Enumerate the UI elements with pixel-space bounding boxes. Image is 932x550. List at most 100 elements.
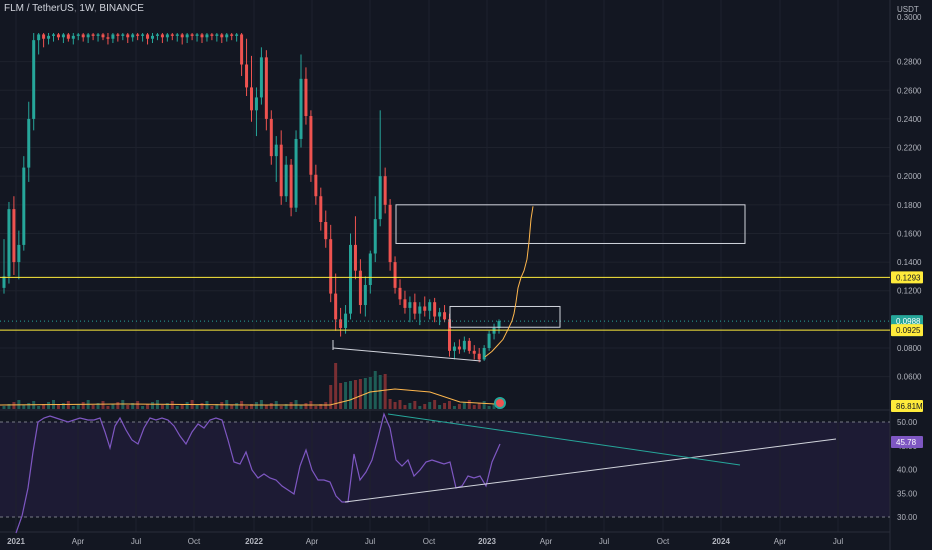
candle-body bbox=[27, 118, 31, 168]
price-level-tag bbox=[891, 271, 923, 284]
rsi-tick-label: 50.00 bbox=[897, 418, 918, 427]
time-tick-label: 2024 bbox=[712, 537, 730, 546]
volume-bar bbox=[448, 401, 451, 409]
candle-body bbox=[284, 164, 288, 197]
candle-body bbox=[195, 34, 199, 36]
candle-body bbox=[230, 34, 234, 36]
candlestick-series bbox=[2, 33, 501, 363]
candle-body bbox=[96, 34, 100, 36]
candle-body bbox=[66, 34, 70, 39]
volume-bar bbox=[368, 377, 372, 409]
candle-body bbox=[457, 346, 461, 350]
supply-zone-rectangle[interactable] bbox=[395, 204, 746, 244]
candle-body bbox=[329, 239, 333, 294]
candle-body bbox=[190, 34, 194, 36]
volume-bar bbox=[329, 385, 333, 409]
time-tick-label: Jul bbox=[131, 537, 141, 546]
candle-body bbox=[81, 34, 85, 38]
candle-body bbox=[210, 34, 214, 36]
candle-body bbox=[443, 312, 447, 320]
candle-body bbox=[408, 302, 412, 308]
candle-body bbox=[438, 312, 442, 317]
candle-body bbox=[146, 34, 150, 39]
support-trendline[interactable] bbox=[332, 347, 482, 362]
time-tick-label: Oct bbox=[423, 537, 436, 546]
legend-interval: 1W bbox=[79, 3, 94, 14]
time-tick-label: Apr bbox=[72, 537, 85, 546]
rsi-resistance-trendline[interactable] bbox=[387, 413, 741, 466]
volume-bar bbox=[220, 402, 224, 409]
volume-bar bbox=[344, 382, 348, 409]
candle-body bbox=[388, 204, 392, 263]
candle-body bbox=[418, 306, 422, 314]
volume-bar bbox=[175, 406, 179, 409]
rsi-tick-label: 30.00 bbox=[897, 513, 918, 522]
candle-body bbox=[165, 34, 169, 38]
time-axis[interactable]: 2021 Apr Jul Oct 2022 Apr Jul Oct 2023 Apr Jul Oct 2… bbox=[7, 537, 843, 546]
time-tick-label: Jul bbox=[365, 537, 375, 546]
alert-marker[interactable] bbox=[494, 397, 506, 409]
time-tick-label: Jul bbox=[833, 537, 843, 546]
projection-path[interactable] bbox=[484, 206, 534, 358]
volume-bar bbox=[146, 404, 150, 409]
volume-bar bbox=[185, 402, 189, 409]
volume-bar bbox=[388, 399, 392, 409]
candle-body bbox=[71, 35, 75, 39]
volume-ma-line bbox=[0, 388, 496, 406]
volume-bar bbox=[136, 401, 140, 409]
price-tick-label: 0.1200 bbox=[897, 287, 922, 296]
rsi-value-tag bbox=[891, 436, 923, 449]
candle-body bbox=[472, 350, 476, 354]
volume-bar bbox=[215, 404, 219, 409]
candle-body bbox=[477, 353, 481, 360]
price-axis[interactable]: 0.3000 0.2800 0.2600 0.2400 0.2200 0.2000 0.18… bbox=[897, 13, 922, 382]
candle-body bbox=[7, 209, 11, 277]
rsi-band-background bbox=[0, 422, 890, 517]
price-tick-label: 0.1600 bbox=[897, 229, 922, 238]
volume-bar bbox=[141, 406, 145, 409]
rsi-support-trendline[interactable] bbox=[344, 438, 837, 503]
candle-body bbox=[452, 346, 456, 351]
volume-bar bbox=[180, 404, 184, 409]
volume-bar bbox=[349, 381, 352, 409]
volume-bar bbox=[111, 404, 115, 409]
price-level-tag-text: 0.1293 bbox=[896, 273, 921, 282]
time-tick-label: 2023 bbox=[478, 537, 496, 546]
candle-body bbox=[403, 299, 407, 308]
candle-body bbox=[170, 34, 174, 36]
candle-body bbox=[220, 34, 224, 38]
candle-body bbox=[126, 34, 130, 38]
drawings[interactable] bbox=[0, 204, 890, 362]
volume-bar bbox=[160, 405, 164, 409]
volume-bar bbox=[245, 406, 249, 409]
volume-bar bbox=[373, 371, 377, 409]
volume-bar bbox=[492, 404, 496, 409]
rsi-tick-label: 35.00 bbox=[897, 489, 918, 498]
volume-bar bbox=[76, 404, 80, 409]
candle-body bbox=[294, 138, 298, 208]
candle-body bbox=[22, 167, 26, 245]
candle-body bbox=[413, 302, 417, 314]
supply-zone-rectangle[interactable] bbox=[449, 305, 561, 328]
price-tick-label: 0.2800 bbox=[897, 58, 922, 67]
volume-bar bbox=[56, 405, 60, 409]
volume-bar bbox=[304, 403, 308, 409]
rsi-line bbox=[15, 412, 501, 534]
volume-bar bbox=[393, 402, 397, 409]
volume-bar bbox=[413, 401, 417, 409]
rsi-tick-label: 40.00 bbox=[897, 466, 918, 475]
candle-body bbox=[433, 302, 437, 317]
candle-body bbox=[250, 87, 253, 111]
volume-bar bbox=[319, 404, 323, 409]
rsi-value-tag-text: 45.78 bbox=[896, 438, 917, 447]
volume-bar bbox=[487, 406, 491, 409]
price-level-tag bbox=[891, 324, 923, 337]
volume-bar bbox=[7, 404, 11, 409]
volume-bar bbox=[284, 404, 288, 409]
price-level-tag-text: 0.0925 bbox=[896, 326, 921, 335]
chart-legend[interactable]: FLM / TetherUS, 1W, BINANCE bbox=[4, 3, 144, 14]
candle-body bbox=[497, 321, 501, 328]
volume-bar bbox=[353, 380, 357, 409]
volume-bar bbox=[398, 400, 402, 409]
